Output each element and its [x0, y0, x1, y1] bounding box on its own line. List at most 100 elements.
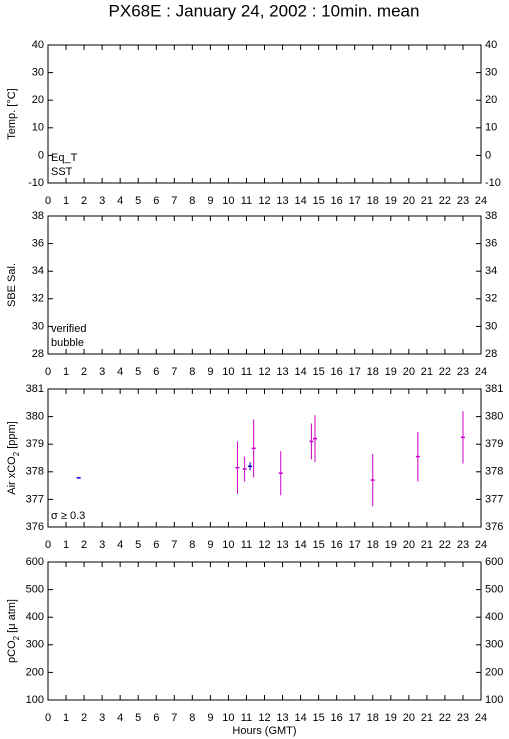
x-tick-label: 4 [117, 195, 123, 207]
y-tick-label-right: 0 [485, 149, 491, 161]
y-tick-label: 30 [32, 67, 44, 79]
x-tick-label: 18 [367, 366, 379, 378]
x-tick-label: 15 [313, 712, 325, 724]
x-tick-label: 8 [189, 712, 195, 724]
y-tick-label: 40 [32, 39, 44, 51]
y-tick-label-right: 28 [485, 348, 497, 360]
x-tick-label: 17 [349, 366, 361, 378]
x-tick-label: 8 [189, 195, 195, 207]
x-tick-label: 9 [207, 366, 213, 378]
x-tick-label: 16 [331, 195, 343, 207]
x-tick-label: 23 [457, 195, 469, 207]
x-tick-label: 14 [294, 195, 306, 207]
x-tick-label: 9 [207, 195, 213, 207]
plot-frame [47, 388, 482, 528]
y-tick-label-right: 10 [485, 122, 497, 134]
x-tick-label: 6 [153, 195, 159, 207]
x-tick-label: 21 [421, 712, 433, 724]
x-tick-label: 12 [258, 195, 270, 207]
x-tick-label: 15 [313, 539, 325, 551]
y-axis-label-part: Air xCO [6, 456, 18, 495]
x-tick-label: 13 [276, 366, 288, 378]
x-tick-label: 10 [222, 195, 234, 207]
y-tick-label-right: 36 [485, 238, 497, 250]
x-tick-label: 7 [171, 712, 177, 724]
x-tick-label: 22 [439, 539, 451, 551]
y-tick-label-right: 377 [485, 493, 503, 505]
legend-entry: SST [51, 166, 73, 178]
x-tick-label: 18 [367, 712, 379, 724]
y-axis-label-part: 2 [12, 451, 21, 456]
y-tick-label: 30 [32, 320, 44, 332]
y-tick-label-right: 376 [485, 521, 503, 533]
x-tick-label: 6 [153, 539, 159, 551]
x-tick-label: 5 [135, 712, 141, 724]
x-tick-label: 9 [207, 712, 213, 724]
x-tick-label: 21 [421, 539, 433, 551]
x-tick-label: 13 [276, 195, 288, 207]
x-tick-label: 14 [294, 539, 306, 551]
x-tick-label: 19 [385, 366, 397, 378]
x-tick-label: 16 [331, 712, 343, 724]
y-axis-label: SBE Sal. [6, 263, 18, 307]
y-tick-label: 100 [26, 694, 44, 706]
legend-entry: verified [51, 323, 86, 335]
x-tick-label: 4 [117, 712, 123, 724]
x-tick-label: 12 [258, 366, 270, 378]
y-tick-label: -10 [28, 177, 44, 189]
x-tick-label: 8 [189, 366, 195, 378]
x-tick-label: 20 [403, 712, 415, 724]
y-tick-label-right: 34 [485, 265, 497, 277]
x-tick-label: 6 [153, 366, 159, 378]
legend-entry: bubble [51, 337, 84, 349]
x-tick-label: 11 [241, 195, 252, 207]
x-tick-label: 12 [258, 712, 270, 724]
y-axis-label-part: [μ atm] [6, 599, 18, 636]
x-tick-label: 20 [403, 366, 415, 378]
y-axis-label-part: 2 [12, 635, 21, 640]
x-tick-label: 5 [135, 539, 141, 551]
y-tick-label: 600 [26, 556, 44, 568]
y-tick-label: 500 [26, 584, 44, 596]
y-tick-label: 381 [26, 383, 44, 395]
y-tick-label-right: 30 [485, 67, 497, 79]
y-tick-label: 200 [26, 666, 44, 678]
x-tick-label: 23 [457, 539, 469, 551]
x-tick-label: 9 [207, 539, 213, 551]
x-tick-label: 2 [81, 195, 87, 207]
y-tick-label-right: 400 [485, 611, 503, 623]
x-tick-label: 20 [403, 539, 415, 551]
y-tick-label: 379 [26, 438, 44, 450]
x-tick-label: 19 [385, 539, 397, 551]
x-tick-label: 23 [457, 366, 469, 378]
x-tick-label: 24 [475, 366, 487, 378]
x-tick-label: 17 [349, 195, 361, 207]
plot-frame [47, 561, 482, 701]
x-tick-label: 14 [294, 712, 306, 724]
y-tick-label: 378 [26, 466, 44, 478]
x-tick-label: 16 [331, 366, 343, 378]
plot-frame [47, 215, 482, 355]
x-tick-label: 3 [99, 366, 105, 378]
x-tick-label: 19 [385, 195, 397, 207]
y-tick-label: 36 [32, 238, 44, 250]
y-tick-label: 400 [26, 611, 44, 623]
x-tick-label: 15 [313, 195, 325, 207]
y-tick-label-right: 379 [485, 438, 503, 450]
y-tick-label: 377 [26, 493, 44, 505]
x-tick-label: 2 [81, 539, 87, 551]
x-tick-label: 5 [135, 195, 141, 207]
y-tick-label-right: 500 [485, 584, 503, 596]
x-tick-label: 20 [403, 195, 415, 207]
y-tick-label: 0 [38, 149, 44, 161]
y-tick-label: 32 [32, 293, 44, 305]
y-tick-label: 300 [26, 639, 44, 651]
y-tick-label-right: 381 [485, 383, 503, 395]
y-tick-label-right: -10 [485, 177, 501, 189]
x-tick-label: 16 [331, 539, 343, 551]
x-tick-label: 1 [63, 195, 69, 207]
x-tick-label: 24 [475, 195, 487, 207]
x-tick-label: 17 [349, 539, 361, 551]
y-tick-label-right: 40 [485, 39, 497, 51]
